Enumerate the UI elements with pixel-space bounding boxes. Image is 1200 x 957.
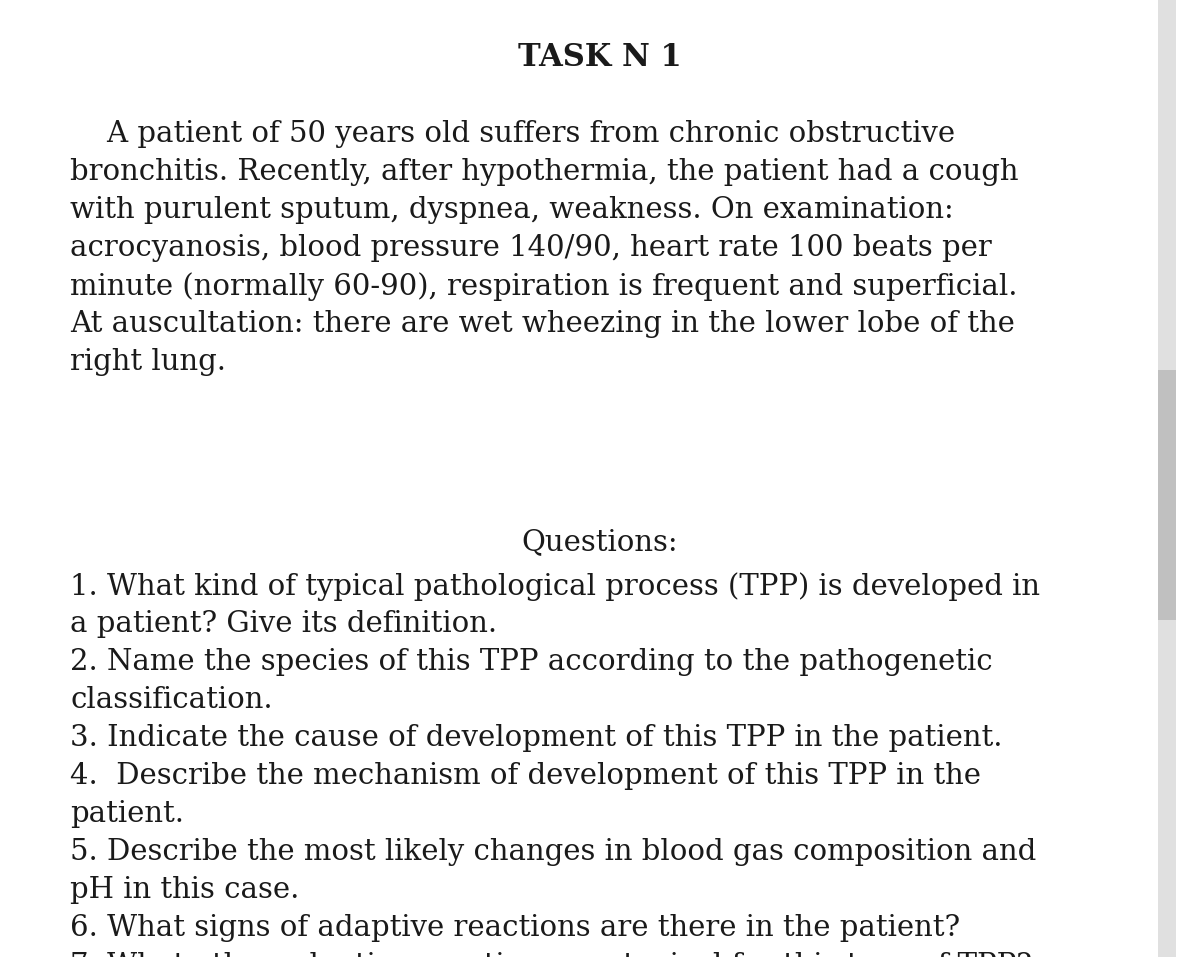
Text: 2. Name the species of this TPP according to the pathogenetic: 2. Name the species of this TPP accordin… (70, 648, 992, 676)
Text: 3. Indicate the cause of development of this TPP in the patient.: 3. Indicate the cause of development of … (70, 724, 1002, 752)
Text: with purulent sputum, dyspnea, weakness. On examination:: with purulent sputum, dyspnea, weakness.… (70, 196, 954, 224)
Text: A patient of 50 years old suffers from chronic obstructive: A patient of 50 years old suffers from c… (70, 120, 955, 148)
Text: classification.: classification. (70, 686, 272, 714)
Text: pH in this case.: pH in this case. (70, 876, 299, 904)
Text: At auscultation: there are wet wheezing in the lower lobe of the: At auscultation: there are wet wheezing … (70, 310, 1015, 338)
Text: Questions:: Questions: (522, 528, 678, 556)
Text: right lung.: right lung. (70, 348, 226, 376)
Text: acrocyanosis, blood pressure 140/90, heart rate 100 beats per: acrocyanosis, blood pressure 140/90, hea… (70, 234, 991, 262)
Text: a patient? Give its definition.: a patient? Give its definition. (70, 610, 497, 638)
Text: 1. What kind of typical pathological process (TPP) is developed in: 1. What kind of typical pathological pro… (70, 572, 1040, 601)
Text: bronchitis. Recently, after hypothermia, the patient had a cough: bronchitis. Recently, after hypothermia,… (70, 158, 1019, 186)
Text: minute (normally 60-90), respiration is frequent and superficial.: minute (normally 60-90), respiration is … (70, 272, 1018, 300)
FancyBboxPatch shape (1158, 370, 1176, 620)
Text: 7. What other adaptive reactions are typical for this type of TPP?: 7. What other adaptive reactions are typ… (70, 952, 1032, 957)
Text: 5. Describe the most likely changes in blood gas composition and: 5. Describe the most likely changes in b… (70, 838, 1037, 866)
Text: patient.: patient. (70, 800, 184, 828)
Text: TASK N 1: TASK N 1 (518, 42, 682, 73)
FancyBboxPatch shape (1158, 0, 1176, 957)
Text: 4.  Describe the mechanism of development of this TPP in the: 4. Describe the mechanism of development… (70, 762, 982, 790)
Text: 6. What signs of adaptive reactions are there in the patient?: 6. What signs of adaptive reactions are … (70, 914, 960, 942)
